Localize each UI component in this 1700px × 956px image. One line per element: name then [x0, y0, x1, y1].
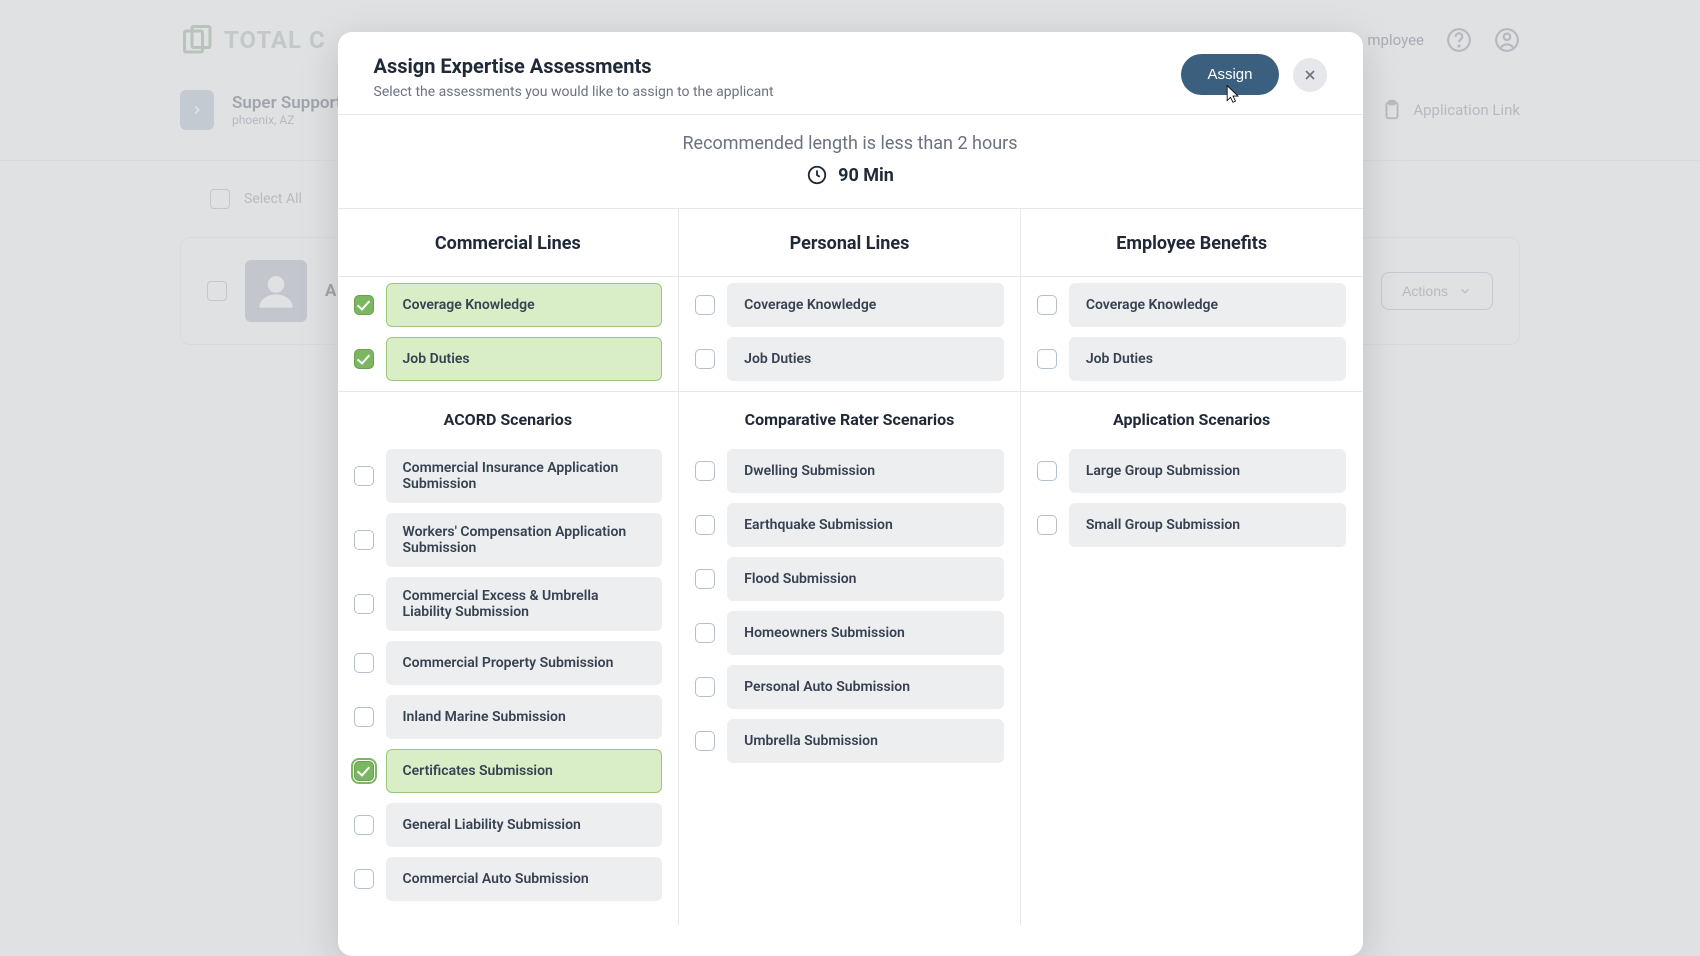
assessment-item: Personal Auto Submission	[695, 665, 1004, 709]
assessment-label[interactable]: Coverage Knowledge	[1069, 283, 1347, 327]
assessment-checkbox[interactable]	[354, 466, 374, 486]
assessment-item: Dwelling Submission	[695, 449, 1004, 493]
assessment-label[interactable]: Large Group Submission	[1069, 449, 1347, 493]
assessment-checkbox[interactable]	[354, 349, 374, 369]
banner-text: Recommended length is less than 2 hours	[338, 133, 1363, 154]
assessment-item: Coverage Knowledge	[1037, 283, 1347, 327]
assessment-label[interactable]: Job Duties	[1069, 337, 1347, 381]
personal-scenario-items: Dwelling Submission Earthquake Submission…	[679, 443, 1020, 763]
clock-icon	[806, 164, 828, 186]
assessment-checkbox[interactable]	[695, 515, 715, 535]
assessment-checkbox[interactable]	[354, 594, 374, 614]
modal-title: Assign Expertise Assessments	[374, 54, 774, 78]
assessment-item: Certificates Submission	[354, 749, 663, 793]
column-title: Commercial Lines	[338, 209, 679, 277]
assessment-checkbox[interactable]	[354, 761, 374, 781]
assessment-item: General Liability Submission	[354, 803, 663, 847]
personal-core-items: Coverage Knowledge Job Duties	[679, 277, 1020, 381]
assessment-item: Coverage Knowledge	[695, 283, 1004, 327]
close-button[interactable]	[1293, 58, 1327, 92]
assessment-label[interactable]: Inland Marine Submission	[386, 695, 663, 739]
modal-subtitle: Select the assessments you would like to…	[374, 84, 774, 100]
assessment-label[interactable]: Coverage Knowledge	[386, 283, 663, 327]
assign-button[interactable]: Assign	[1181, 54, 1278, 95]
assessment-label[interactable]: Workers' Compensation Application Submis…	[386, 513, 663, 567]
assessment-checkbox[interactable]	[695, 295, 715, 315]
modal-overlay: Assign Expertise Assessments Select the …	[0, 0, 1700, 956]
assessment-checkbox[interactable]	[1037, 295, 1057, 315]
assessment-label[interactable]: Umbrella Submission	[727, 719, 1004, 763]
assessment-label[interactable]: Personal Auto Submission	[727, 665, 1004, 709]
assessment-label[interactable]: General Liability Submission	[386, 803, 663, 847]
assessment-checkbox[interactable]	[1037, 349, 1057, 369]
scenarios-title: Comparative Rater Scenarios	[679, 392, 1020, 443]
assessment-item: Commercial Auto Submission	[354, 857, 663, 901]
assessment-item: Job Duties	[695, 337, 1004, 381]
assessment-label[interactable]: Commercial Excess & Umbrella Liability S…	[386, 577, 663, 631]
assessment-item: Inland Marine Submission	[354, 695, 663, 739]
assessment-item: Workers' Compensation Application Submis…	[354, 513, 663, 567]
column-title: Personal Lines	[679, 209, 1020, 277]
modal-columns: Commercial Lines Coverage Knowledge Job D…	[338, 209, 1363, 925]
column-commercial: Commercial Lines Coverage Knowledge Job D…	[338, 209, 680, 925]
assessment-item: Umbrella Submission	[695, 719, 1004, 763]
assessment-item: Small Group Submission	[1037, 503, 1347, 547]
assessment-checkbox[interactable]	[695, 569, 715, 589]
assign-modal: Assign Expertise Assessments Select the …	[338, 32, 1363, 956]
assessment-checkbox[interactable]	[354, 707, 374, 727]
modal-banner: Recommended length is less than 2 hours …	[338, 114, 1363, 209]
assessment-checkbox[interactable]	[354, 815, 374, 835]
assessment-checkbox[interactable]	[1037, 515, 1057, 535]
assessment-checkbox[interactable]	[354, 653, 374, 673]
modal-header: Assign Expertise Assessments Select the …	[338, 32, 1363, 114]
assessment-label[interactable]: Commercial Property Submission	[386, 641, 663, 685]
assessment-checkbox[interactable]	[1037, 461, 1057, 481]
column-title: Employee Benefits	[1021, 209, 1363, 277]
commercial-scenario-items: Commercial Insurance Application Submiss…	[338, 443, 679, 901]
scenarios-title: Application Scenarios	[1021, 392, 1363, 443]
assessment-checkbox[interactable]	[695, 731, 715, 751]
benefits-scenario-items: Large Group Submission Small Group Submis…	[1021, 443, 1363, 547]
assessment-label[interactable]: Flood Submission	[727, 557, 1004, 601]
assessment-label[interactable]: Dwelling Submission	[727, 449, 1004, 493]
column-personal: Personal Lines Coverage Knowledge Job Dut…	[679, 209, 1021, 925]
commercial-core-items: Coverage Knowledge Job Duties	[338, 277, 679, 381]
assessment-checkbox[interactable]	[354, 869, 374, 889]
assessment-item: Commercial Excess & Umbrella Liability S…	[354, 577, 663, 631]
assessment-checkbox[interactable]	[695, 349, 715, 369]
banner-duration: 90 Min	[806, 164, 894, 186]
assessment-label[interactable]: Job Duties	[727, 337, 1004, 381]
modal-header-actions: Assign	[1181, 54, 1326, 95]
assessment-label[interactable]: Earthquake Submission	[727, 503, 1004, 547]
assessment-checkbox[interactable]	[695, 623, 715, 643]
assessment-label[interactable]: Small Group Submission	[1069, 503, 1347, 547]
assessment-checkbox[interactable]	[695, 461, 715, 481]
assessment-item: Flood Submission	[695, 557, 1004, 601]
assessment-item: Homeowners Submission	[695, 611, 1004, 655]
close-icon	[1302, 67, 1318, 83]
duration-value: 90 Min	[838, 165, 894, 186]
assessment-item: Commercial Property Submission	[354, 641, 663, 685]
assessment-label[interactable]: Coverage Knowledge	[727, 283, 1004, 327]
assessment-label[interactable]: Commercial Insurance Application Submiss…	[386, 449, 663, 503]
scenarios-title: ACORD Scenarios	[338, 392, 679, 443]
assessment-item: Job Duties	[1037, 337, 1347, 381]
assessment-checkbox[interactable]	[354, 530, 374, 550]
assessment-item: Commercial Insurance Application Submiss…	[354, 449, 663, 503]
column-benefits: Employee Benefits Coverage Knowledge Job …	[1021, 209, 1363, 925]
modal-header-text: Assign Expertise Assessments Select the …	[374, 54, 774, 100]
assessment-item: Coverage Knowledge	[354, 283, 663, 327]
assessment-item: Earthquake Submission	[695, 503, 1004, 547]
assessment-checkbox[interactable]	[695, 677, 715, 697]
assessment-label[interactable]: Job Duties	[386, 337, 663, 381]
benefits-core-items: Coverage Knowledge Job Duties	[1021, 277, 1363, 381]
assessment-label[interactable]: Commercial Auto Submission	[386, 857, 663, 901]
assessment-checkbox[interactable]	[354, 295, 374, 315]
assessment-item: Job Duties	[354, 337, 663, 381]
assessment-label[interactable]: Homeowners Submission	[727, 611, 1004, 655]
assessment-label[interactable]: Certificates Submission	[386, 749, 663, 793]
assessment-item: Large Group Submission	[1037, 449, 1347, 493]
